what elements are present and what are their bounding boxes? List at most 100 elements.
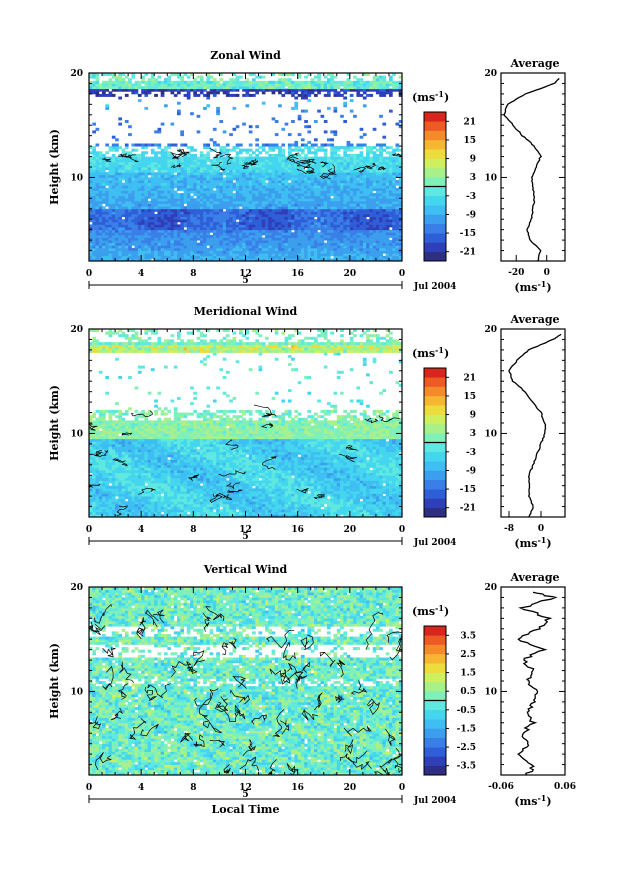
heatmap-cell (95, 73, 100, 76)
heatmap-cell (343, 164, 347, 168)
heatmap-cell (167, 203, 171, 207)
heatmap-cell (392, 240, 396, 244)
heatmap-cell (239, 159, 243, 163)
heatmap-cell (102, 156, 106, 160)
heatmap-cell (278, 247, 282, 251)
heatmap-cell (245, 83, 250, 87)
colorbar-swatch (424, 121, 446, 131)
heatmap-cell (98, 93, 103, 97)
contour-line (102, 157, 112, 163)
heatmap-cell (137, 234, 142, 238)
heatmap-cell (245, 206, 250, 210)
heatmap-cell (167, 250, 171, 254)
heatmap-cell (108, 190, 113, 194)
heatmap-cell (216, 200, 220, 204)
heatmap-cells (89, 73, 403, 262)
heatmap-cell (314, 180, 318, 184)
heatmap-cell (248, 80, 253, 84)
heatmap-cell (395, 219, 400, 223)
heatmap-cell (379, 177, 383, 181)
heatmap-cell (160, 250, 165, 254)
heatmap-cell (356, 159, 361, 163)
heatmap-cell (118, 96, 122, 100)
heatmap-cell (124, 80, 129, 84)
heatmap-cell (160, 159, 165, 163)
heatmap-cell (307, 86, 312, 90)
heatmap-cell (144, 514, 149, 518)
heatmap-cell (359, 219, 364, 223)
heatmap-cell (349, 255, 354, 259)
heatmap-cell (203, 245, 207, 249)
heatmap-cell (287, 146, 292, 150)
heatmap-cell (212, 161, 217, 165)
heatmap-cell (314, 198, 318, 202)
heatmap-cell (196, 219, 201, 223)
heatmap-cell (398, 187, 403, 191)
heatmap-cell (389, 161, 393, 165)
heatmap-cell (314, 80, 318, 84)
heatmap-cell (310, 214, 315, 217)
heatmap-cell (144, 229, 149, 233)
heatmap-cell (164, 193, 168, 197)
heatmap-cell (353, 245, 357, 249)
heatmap-cell (95, 247, 100, 251)
heatmap-cell (287, 164, 292, 168)
heatmap-cell (359, 164, 364, 168)
heatmap-cell (258, 253, 263, 257)
heatmap-cell (392, 187, 396, 191)
heatmap-cell (141, 86, 145, 90)
heatmap-cell (137, 219, 142, 223)
heatmap-cell (137, 164, 142, 168)
heatmap-cell (232, 177, 237, 181)
heatmap-cell (284, 245, 289, 249)
heatmap-cell (199, 224, 204, 228)
heatmap-cell (304, 180, 308, 184)
colorbar-swatch (424, 242, 446, 252)
heatmap-cell (389, 109, 393, 113)
heatmap-cell (89, 190, 93, 194)
heatmap-cell (252, 214, 256, 217)
heatmap-cell (330, 172, 334, 176)
heatmap-cell (287, 198, 292, 202)
heatmap-cell (278, 255, 282, 259)
heatmap-cell (154, 164, 158, 168)
heatmap-cell (141, 174, 145, 178)
heatmap-cell (252, 224, 256, 228)
contour-line (172, 154, 183, 160)
heatmap-cell (167, 167, 171, 170)
heatmap-cell (89, 75, 93, 79)
heatmap-cell (340, 146, 344, 150)
heatmap-cell (164, 185, 168, 189)
heatmap-cell (356, 174, 361, 178)
heatmap-cell (346, 156, 351, 160)
heatmap-cell (147, 214, 152, 217)
heatmap-cell (359, 161, 364, 165)
heatmap-cell (372, 250, 377, 254)
heatmap-cell (346, 227, 351, 231)
heatmap-cell (343, 172, 347, 176)
heatmap-cell (385, 164, 390, 168)
heatmap-cell (287, 234, 292, 238)
heatmap-cell (343, 237, 347, 241)
heatmap-cell (255, 219, 259, 223)
heatmap-cell (297, 172, 302, 176)
heatmap-cell (157, 514, 162, 518)
heatmap-cell (222, 187, 227, 191)
heatmap-cell (349, 164, 354, 168)
heatmap-cell (297, 153, 302, 157)
heatmap-cell (317, 198, 321, 202)
heatmap-cell (193, 242, 197, 246)
heatmap-cell (343, 91, 347, 95)
heatmap-cell (398, 255, 403, 259)
heatmap-cell (252, 229, 256, 233)
heatmap-cell (385, 190, 390, 194)
heatmap-cell (183, 208, 188, 212)
heatmap-cell (330, 208, 334, 212)
heatmap-cell (362, 206, 367, 210)
heatmap-cell (274, 161, 279, 165)
heatmap-cell (222, 206, 227, 210)
heatmap-cell (199, 172, 204, 176)
heatmap-cell (209, 206, 214, 210)
heatmap-cell (310, 253, 315, 257)
heatmap-cell (105, 156, 109, 160)
